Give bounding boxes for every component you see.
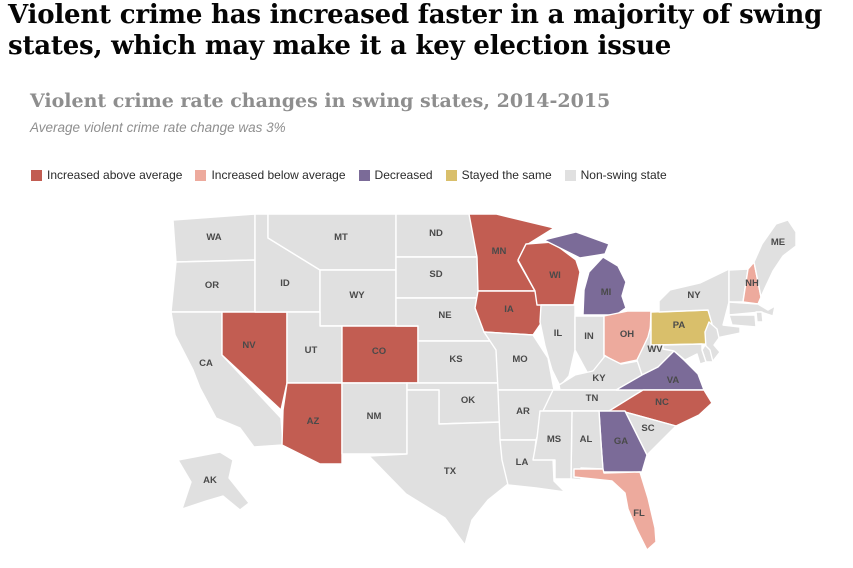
state-label-WI: WI [549, 270, 561, 281]
state-label-MN: MN [492, 246, 507, 257]
state-ME [753, 219, 797, 298]
state-label-MI: MI [601, 287, 612, 298]
state-MS [532, 410, 573, 480]
state-AK [177, 451, 250, 511]
state-label-MO: MO [512, 354, 527, 365]
state-label-LA: LA [516, 457, 529, 468]
state-TX [368, 389, 509, 546]
state-WI [517, 241, 581, 306]
legend-item-nonswing: Non-swing state [564, 168, 667, 182]
legend-swatch-nonswing [564, 169, 576, 181]
legend-item-above: Increased above average [31, 168, 182, 182]
legend-swatch-below [195, 169, 207, 181]
state-label-WY: WY [349, 290, 365, 301]
state-RI [755, 311, 764, 323]
state-label-AK: AK [203, 475, 217, 486]
state-label-TX: TX [444, 466, 457, 477]
state-label-PA: PA [673, 320, 686, 331]
state-label-AR: AR [516, 406, 530, 417]
state-label-IA: IA [504, 304, 514, 315]
state-MD [662, 343, 707, 365]
chart-subtitle: Average violent crime rate change was 3% [30, 120, 286, 135]
legend-label-decreased: Decreased [374, 168, 433, 182]
state-label-IN: IN [584, 331, 594, 342]
legend: Increased above average Increased below a… [31, 168, 667, 182]
state-label-NY: NY [687, 290, 701, 301]
state-label-SC: SC [641, 423, 654, 434]
state-label-VA: VA [667, 375, 680, 386]
legend-swatch-above [31, 169, 42, 181]
state-label-OR: OR [205, 280, 219, 291]
state-label-UT: UT [305, 345, 318, 356]
chart-title: Violent crime rate changes in swing stat… [30, 90, 611, 112]
legend-label-nonswing: Non-swing state [580, 168, 667, 182]
state-CT [728, 314, 757, 328]
state-label-WA: WA [206, 232, 221, 243]
headline: Violent crime has increased faster in a … [8, 0, 823, 62]
legend-item-below: Increased below average [195, 168, 346, 182]
state-label-OH: OH [620, 329, 634, 340]
state-FL [573, 468, 657, 551]
state-label-MS: MS [547, 434, 561, 445]
state-label-ND: ND [429, 228, 443, 239]
state-label-KY: KY [592, 373, 606, 384]
state-label-SD: SD [429, 269, 442, 280]
state-MI [543, 231, 610, 259]
legend-label-same: Stayed the same [461, 168, 552, 182]
legend-label-above: Increased above average [47, 168, 183, 182]
state-label-MT: MT [334, 232, 348, 243]
state-label-NE: NE [438, 310, 451, 321]
legend-swatch-decreased [358, 169, 370, 181]
state-label-AL: AL [580, 434, 593, 445]
state-label-KS: KS [449, 354, 462, 365]
state-NH [742, 261, 762, 305]
legend-item-same: Stayed the same [445, 168, 552, 182]
state-label-NH: NH [745, 278, 759, 289]
state-label-CA: CA [199, 358, 213, 369]
state-label-FL: FL [633, 508, 645, 519]
state-MI [582, 256, 627, 316]
state-label-TN: TN [586, 393, 599, 404]
state-label-IL: IL [554, 328, 563, 339]
state-label-NV: NV [242, 340, 256, 351]
state-label-OK: OK [461, 395, 475, 406]
state-label-AZ: AZ [307, 416, 320, 427]
us-map: WA OR CA NV ID MT WY UT CO AZ NM ND SD NE KS OK TX MN IA MO… [170, 213, 797, 551]
state-label-ID: ID [280, 278, 290, 289]
legend-item-decreased: Decreased [358, 168, 433, 182]
state-label-NM: NM [367, 411, 382, 422]
state-label-GA: GA [614, 436, 628, 447]
legend-swatch-same [445, 169, 457, 181]
state-label-NC: NC [655, 397, 669, 408]
legend-label-below: Increased below average [211, 168, 346, 182]
state-label-CO: CO [372, 346, 386, 357]
state-MA [728, 301, 776, 317]
state-label-ME: ME [771, 237, 785, 248]
state-label-WV: WV [647, 344, 663, 355]
